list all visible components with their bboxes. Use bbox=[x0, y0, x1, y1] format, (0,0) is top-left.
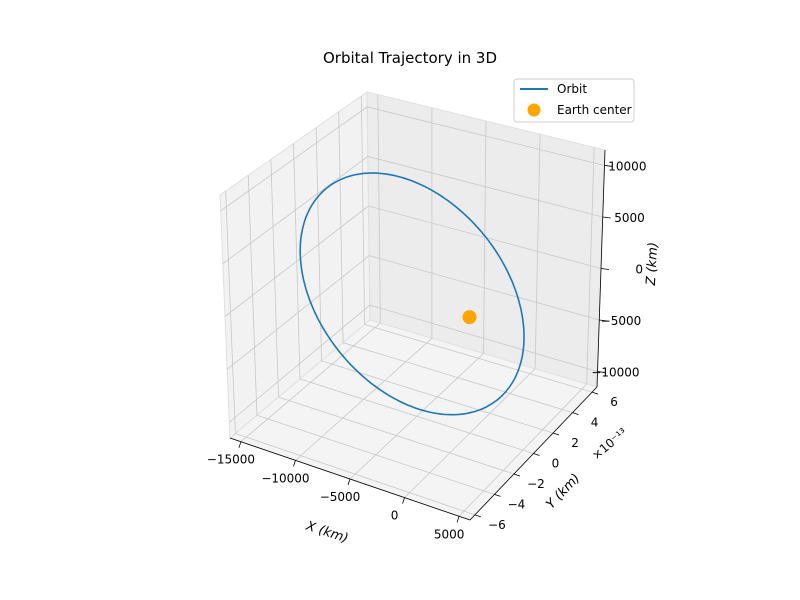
z-gridline bbox=[222, 155, 603, 264]
y-gridline bbox=[256, 414, 495, 495]
y-gridline bbox=[299, 378, 534, 454]
z-tick-label: 0 bbox=[635, 263, 643, 277]
x-tick-mark bbox=[456, 516, 460, 523]
z-tick-mark bbox=[597, 371, 606, 373]
x-tick-mark bbox=[293, 460, 296, 467]
earth-center-point bbox=[462, 310, 477, 325]
legend: Orbit Earth center bbox=[513, 78, 635, 123]
y-axis-label: Y (km) bbox=[543, 471, 583, 512]
y-tick-label: 4 bbox=[591, 416, 599, 430]
y-tick-mark bbox=[533, 453, 540, 456]
x-tick-label: −15000 bbox=[207, 453, 255, 467]
z-tick-label: 10000 bbox=[608, 159, 646, 173]
z-axis-label: Z (km) bbox=[644, 242, 661, 287]
orbit-line bbox=[299, 172, 525, 416]
x-tick-label: −10000 bbox=[261, 471, 309, 485]
z-tick-label: −10000 bbox=[591, 366, 639, 380]
y-tick-mark bbox=[591, 391, 599, 395]
x-axis-label: X (km) bbox=[303, 519, 350, 547]
x-tick-label: −5000 bbox=[320, 490, 361, 504]
legend-earth-label: Earth center bbox=[557, 103, 632, 117]
y-gridline bbox=[235, 433, 476, 516]
z-tick-mark bbox=[604, 165, 613, 167]
y-tick-label: −6 bbox=[488, 518, 506, 532]
chart-title: Orbital Trajectory in 3D bbox=[323, 49, 497, 67]
x-tick-mark bbox=[238, 441, 242, 448]
x-tick-label: 0 bbox=[391, 509, 399, 523]
y-tick-mark bbox=[513, 473, 521, 477]
z-tick-mark bbox=[600, 268, 610, 270]
z-gridline bbox=[226, 255, 600, 370]
z-gridline bbox=[224, 205, 602, 317]
legend-earth-swatch bbox=[527, 103, 541, 117]
legend-orbit-label: Orbit bbox=[557, 82, 587, 96]
z-tick-mark bbox=[599, 319, 608, 322]
z-tick-mark bbox=[602, 216, 611, 219]
y-gridline bbox=[364, 324, 593, 393]
x-tick-mark bbox=[402, 497, 405, 504]
y-tick-mark bbox=[474, 514, 482, 518]
y-offset-label: ×10⁻¹³ bbox=[589, 425, 630, 462]
data-marks bbox=[299, 172, 525, 416]
y-tick-label: 6 bbox=[610, 395, 618, 409]
y-tick-label: 0 bbox=[552, 457, 560, 471]
y-tick-mark bbox=[552, 432, 560, 436]
z-tick-label: −5000 bbox=[601, 314, 642, 328]
y-tick-mark bbox=[494, 494, 501, 497]
ticks: −15000−10000−500005000−6−4−20246−10000−5… bbox=[207, 159, 647, 541]
y-tick-mark bbox=[572, 412, 579, 415]
y-tick-label: 2 bbox=[571, 436, 579, 450]
z-tick-label: 5000 bbox=[614, 211, 645, 225]
axes-panes bbox=[219, 91, 606, 521]
gridlines bbox=[220, 94, 605, 517]
y-gridline bbox=[342, 342, 573, 413]
y-tick-label: −4 bbox=[508, 497, 526, 511]
x-tick-label: 5000 bbox=[434, 527, 465, 541]
y-gridline bbox=[278, 396, 515, 475]
x-tick-mark bbox=[347, 478, 351, 486]
y-tick-label: −2 bbox=[527, 477, 545, 491]
z-gridline bbox=[220, 106, 605, 212]
z-gridline bbox=[229, 304, 598, 423]
